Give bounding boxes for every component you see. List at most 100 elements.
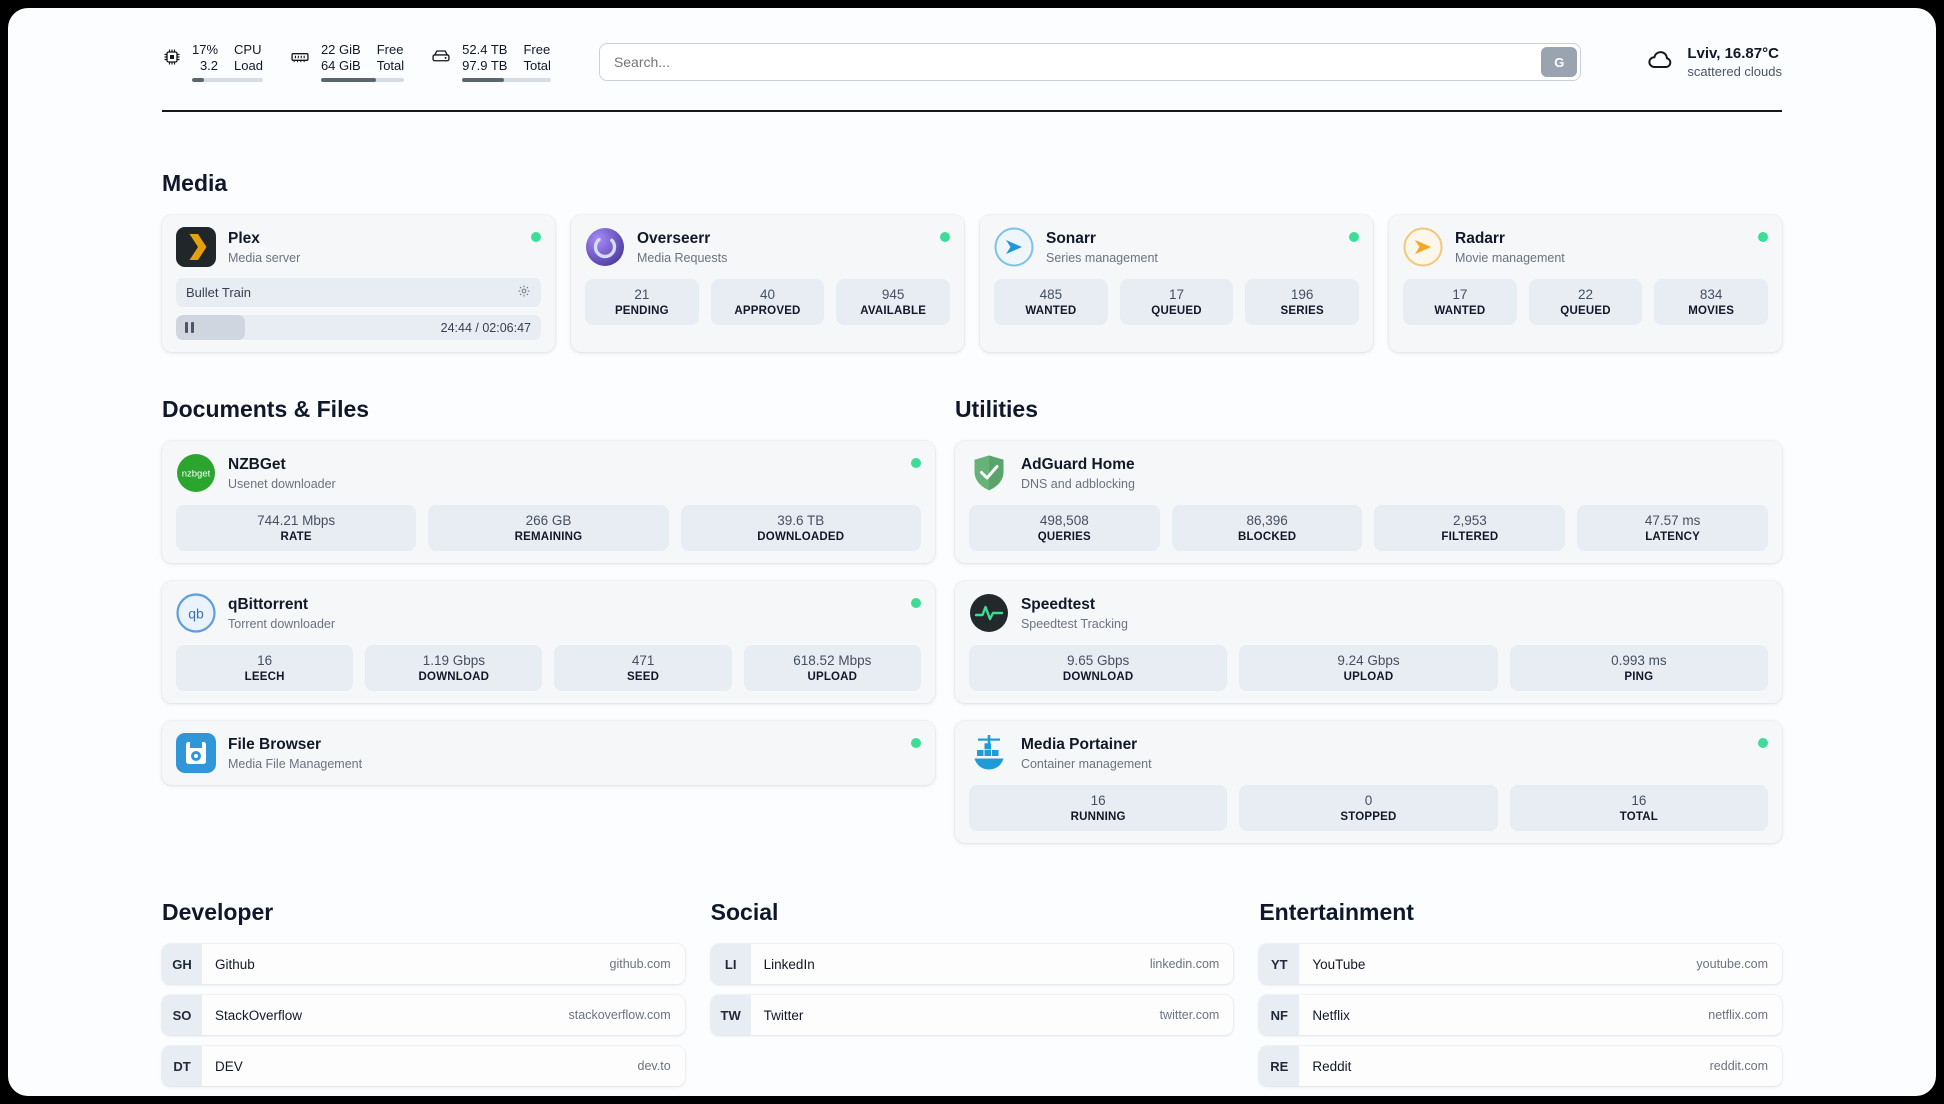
pause-icon[interactable]	[185, 322, 194, 333]
svg-text:nzbget: nzbget	[182, 469, 211, 480]
bookmark-domain: reddit.com	[1709, 1059, 1768, 1073]
app-subtitle: Media File Management	[228, 756, 363, 771]
app-card-speedtest[interactable]: Speedtest Speedtest Tracking 9.65 Gbps D…	[954, 581, 1782, 703]
bookmark-name: Twitter	[763, 1007, 804, 1023]
stat-label: RATE	[280, 531, 312, 543]
bookmark-youtube[interactable]: YT YouTube youtube.com	[1259, 944, 1782, 984]
gear-icon[interactable]	[517, 284, 531, 301]
ram-label-top: Free	[376, 42, 404, 57]
stat-value: 945	[881, 287, 905, 302]
bookmark-name: Github	[215, 956, 255, 972]
search-input[interactable]	[598, 43, 1582, 81]
section-title-media: Media	[162, 170, 228, 196]
app-card-plex[interactable]: Plex Media server Bullet Train 24:44 / 0…	[162, 215, 555, 352]
speedtest-icon	[969, 593, 1009, 633]
stat-tile: 744.21 Mbps RATE	[176, 505, 417, 551]
stat-label: REMAINING	[514, 531, 583, 543]
stat-label: QUERIES	[1037, 531, 1091, 543]
stat-tile: 9.24 Gbps UPLOAD	[1239, 645, 1498, 691]
ram-label-bottom: Total	[376, 58, 405, 73]
stat-label: DOWNLOAD	[1062, 671, 1134, 683]
bookmark-domain: dev.to	[637, 1059, 671, 1073]
app-card-overseerr[interactable]: Overseerr Media Requests 21 PENDING 40 A…	[571, 215, 964, 352]
playback-progress-bar[interactable]: 24:44 / 02:06:47	[176, 315, 541, 340]
section-title-utilities: Utilities	[954, 396, 1039, 422]
status-badge	[531, 232, 541, 242]
bookmark-netflix[interactable]: NF Netflix netflix.com	[1259, 995, 1782, 1035]
stat-tile: 485 WANTED	[994, 279, 1108, 325]
stat-label: MOVIES	[1688, 305, 1735, 317]
bookmark-dev[interactable]: DT DEV dev.to	[162, 1046, 685, 1086]
overseerr-icon	[585, 227, 625, 267]
header-divider	[162, 110, 1782, 112]
bookmark-domain: twitter.com	[1159, 1008, 1220, 1022]
stat-tile: 16 TOTAL	[1509, 785, 1769, 831]
entertainment-bookmarks: Entertainment YT YouTube youtube.com NF …	[1259, 899, 1782, 1096]
app-card-portainer[interactable]: Media Portainer Container management 16 …	[954, 721, 1782, 843]
radarr-icon	[1403, 227, 1443, 267]
stat-label: DOWNLOAD	[418, 671, 490, 683]
app-subtitle: Series management	[1046, 250, 1158, 265]
stat-value: 22	[1577, 287, 1594, 302]
filebrowser-icon	[176, 733, 216, 773]
app-card-sonarr[interactable]: Sonarr Series management 485 WANTED 17 Q…	[980, 215, 1373, 352]
stat-tile: 618.52 Mbps UPLOAD	[743, 645, 921, 691]
stat-value: 40	[759, 287, 776, 302]
stat-label: FILTERED	[1441, 531, 1499, 543]
stat-label: PING	[1624, 671, 1654, 683]
app-card-nzbget[interactable]: nzbget NZBGet Usenet downloader 744.21 M…	[162, 441, 935, 563]
disk-icon	[430, 47, 452, 72]
bookmark-abbr: LI	[710, 944, 751, 984]
stat-tile: 266 GB REMAINING	[428, 505, 669, 551]
qbittorrent-icon: qb	[176, 593, 216, 633]
status-badge	[940, 232, 950, 242]
bookmark-github[interactable]: GH Github github.com	[162, 944, 685, 984]
bookmark-twitter[interactable]: TW Twitter twitter.com	[710, 995, 1234, 1035]
bookmark-reddit[interactable]: RE Reddit reddit.com	[1259, 1046, 1782, 1086]
bookmark-domain: youtube.com	[1696, 957, 1768, 971]
cloud-icon	[1643, 46, 1677, 79]
disk-free-value: 52.4 TB	[462, 42, 508, 57]
app-card-radarr[interactable]: Radarr Movie management 17 WANTED 22 QUE…	[1389, 215, 1782, 352]
app-card-filebrowser[interactable]: File Browser Media File Management	[162, 721, 935, 785]
stat-value: 266 GB	[525, 513, 572, 528]
cpu-label-top: CPU	[234, 42, 262, 57]
section-title-entertainment: Entertainment	[1259, 899, 1414, 925]
nzbget-icon: nzbget	[176, 453, 216, 493]
stat-label: QUEUED	[1560, 305, 1611, 317]
status-badge	[1349, 232, 1359, 242]
bookmark-stackoverflow[interactable]: SO StackOverflow stackoverflow.com	[162, 995, 685, 1035]
app-card-adguard[interactable]: AdGuard Home DNS and adblocking 498,508 …	[954, 441, 1782, 563]
stat-label: SEED	[627, 671, 660, 683]
stat-label: UPLOAD	[807, 671, 858, 683]
utilities-column: Utilities AdGuard Home DNS and adblockin…	[954, 396, 1782, 843]
stat-tile: 16 RUNNING	[968, 785, 1228, 831]
cpu-load-value: 3.2	[199, 58, 219, 73]
app-subtitle: Usenet downloader	[228, 476, 336, 491]
stat-value: 16	[1631, 793, 1647, 808]
stat-tile: 1.19 Gbps DOWNLOAD	[365, 645, 543, 691]
stat-tile: 2,953 FILTERED	[1374, 505, 1566, 551]
stat-value: 16	[1090, 793, 1106, 808]
developer-bookmarks: Developer GH Github github.com SO StackO…	[162, 899, 685, 1096]
stat-value: 618.52 Mbps	[793, 653, 872, 668]
app-subtitle: Movie management	[1455, 250, 1565, 265]
stat-value: 744.21 Mbps	[257, 513, 336, 528]
search-engine-button[interactable]: G	[1541, 47, 1578, 77]
stat-value: 9.65 Gbps	[1066, 653, 1130, 668]
weather-location: Lviv, 16.87°C	[1687, 45, 1779, 62]
stat-tile: 834 MOVIES	[1654, 279, 1769, 325]
cpu-label-bottom: Load	[234, 58, 263, 73]
bookmark-name: Netflix	[1312, 1007, 1350, 1023]
stat-tile: 16 LEECH	[176, 645, 354, 691]
app-subtitle: Torrent downloader	[228, 616, 336, 631]
stat-value: 834	[1699, 287, 1723, 302]
bookmark-linkedin[interactable]: LI LinkedIn linkedin.com	[710, 944, 1234, 984]
section-title-documents: Documents & Files	[162, 396, 370, 422]
bookmark-name: StackOverflow	[215, 1007, 303, 1023]
bookmark-domain: stackoverflow.com	[568, 1008, 671, 1022]
app-subtitle: Media server	[228, 250, 301, 265]
app-card-qbittorrent[interactable]: qb qBittorrent Torrent downloader 16 LEE…	[162, 581, 935, 703]
stat-value: 47.57 ms	[1644, 513, 1701, 528]
stat-value: 0	[1364, 793, 1373, 808]
